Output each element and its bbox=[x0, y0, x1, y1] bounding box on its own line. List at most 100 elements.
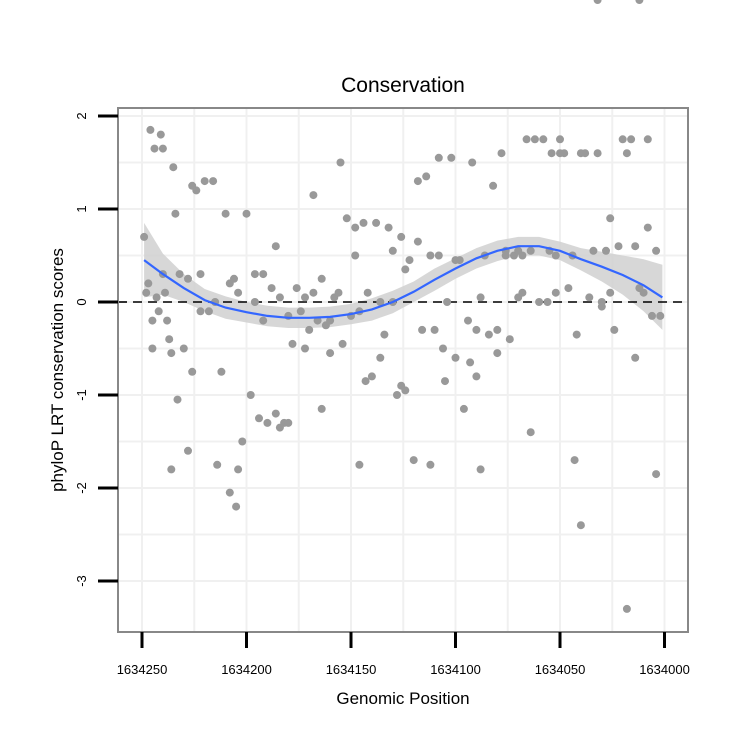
data-point bbox=[271, 242, 280, 251]
smooth-curve bbox=[143, 245, 663, 319]
plot-frame bbox=[117, 107, 689, 633]
data-point bbox=[326, 316, 335, 325]
data-point bbox=[643, 135, 652, 144]
data-point bbox=[140, 232, 149, 241]
data-point bbox=[393, 391, 401, 399]
data-point bbox=[305, 325, 314, 334]
data-point bbox=[175, 270, 184, 279]
data-point bbox=[259, 316, 268, 325]
data-point bbox=[418, 325, 427, 334]
data-point bbox=[196, 270, 205, 279]
data-point bbox=[576, 521, 585, 530]
data-point bbox=[489, 181, 498, 190]
data-point bbox=[342, 214, 351, 223]
data-point bbox=[589, 246, 598, 255]
x-tick-label: 1634050 bbox=[535, 662, 586, 677]
data-point bbox=[275, 423, 284, 432]
data-point bbox=[209, 177, 218, 186]
y-tick-label: 0 bbox=[74, 298, 89, 305]
data-point bbox=[652, 246, 661, 255]
data-point bbox=[309, 288, 318, 297]
y-tick-label: 2 bbox=[74, 112, 89, 119]
data-point bbox=[326, 349, 335, 358]
x-axis: 1634250 1634200 1634150 1634100 1634050 16340… bbox=[117, 632, 690, 677]
data-point bbox=[547, 149, 556, 158]
data-point bbox=[363, 288, 372, 297]
data-point bbox=[301, 293, 309, 302]
data-point bbox=[167, 349, 176, 358]
data-point bbox=[296, 307, 305, 316]
data-point bbox=[217, 367, 226, 376]
data-point bbox=[447, 153, 456, 162]
data-point bbox=[372, 218, 381, 227]
data-point bbox=[309, 191, 318, 200]
data-point bbox=[618, 135, 627, 144]
data-point bbox=[196, 307, 205, 316]
data-point bbox=[334, 288, 343, 297]
data-point bbox=[597, 302, 606, 311]
data-point bbox=[639, 288, 648, 297]
x-tick-label: 1634200 bbox=[221, 662, 272, 677]
data-point bbox=[242, 209, 251, 218]
data-point bbox=[564, 284, 573, 293]
data-point bbox=[288, 339, 297, 348]
data-point bbox=[602, 246, 610, 255]
data-point bbox=[464, 316, 472, 325]
data-point bbox=[173, 395, 182, 404]
data-point bbox=[526, 246, 535, 255]
data-point bbox=[585, 293, 594, 302]
x-tick-label: 1634150 bbox=[326, 662, 377, 677]
data-point bbox=[593, 149, 602, 158]
data-point bbox=[459, 404, 468, 413]
data-point bbox=[472, 372, 481, 381]
data-point bbox=[250, 298, 259, 306]
data-point bbox=[556, 149, 564, 158]
data-point bbox=[635, 0, 644, 4]
data-point bbox=[522, 135, 531, 144]
data-point bbox=[656, 311, 665, 320]
data-point bbox=[317, 404, 326, 413]
y-axis: 2 1 0 -1 -2 -3 bbox=[74, 112, 118, 587]
data-point bbox=[505, 335, 514, 344]
data-point bbox=[397, 381, 406, 390]
data-point bbox=[526, 428, 535, 437]
data-point bbox=[497, 149, 506, 158]
data-point bbox=[439, 344, 447, 353]
data-point bbox=[284, 418, 293, 427]
y-tick-label: -3 bbox=[74, 575, 89, 587]
data-point bbox=[144, 279, 153, 288]
data-point bbox=[152, 293, 161, 302]
data-point bbox=[476, 465, 485, 474]
data-point bbox=[169, 163, 178, 172]
x-axis-label: Genomic Position bbox=[336, 689, 469, 708]
data-point bbox=[317, 274, 326, 283]
data-point bbox=[301, 344, 309, 353]
data-point bbox=[267, 284, 276, 293]
data-point bbox=[443, 298, 452, 306]
data-point bbox=[148, 344, 157, 353]
data-point bbox=[184, 274, 192, 283]
data-point bbox=[472, 325, 481, 334]
data-point bbox=[493, 325, 502, 334]
data-point bbox=[263, 418, 272, 427]
data-point bbox=[539, 135, 548, 144]
data-point bbox=[652, 470, 661, 479]
data-point bbox=[476, 293, 485, 302]
data-point bbox=[631, 242, 640, 251]
data-point bbox=[426, 251, 435, 260]
grid bbox=[118, 108, 688, 632]
data-point bbox=[380, 330, 389, 339]
data-point bbox=[468, 158, 477, 167]
data-point bbox=[441, 377, 449, 386]
data-point bbox=[271, 409, 280, 418]
smooth-curve-layer bbox=[143, 245, 663, 319]
data-point bbox=[413, 237, 422, 246]
data-point bbox=[146, 125, 155, 134]
data-point bbox=[451, 353, 460, 362]
data-point bbox=[388, 246, 397, 255]
data-point bbox=[518, 288, 527, 297]
data-point bbox=[204, 307, 213, 316]
data-point bbox=[225, 488, 234, 497]
data-point bbox=[631, 353, 640, 362]
data-point bbox=[359, 218, 368, 227]
